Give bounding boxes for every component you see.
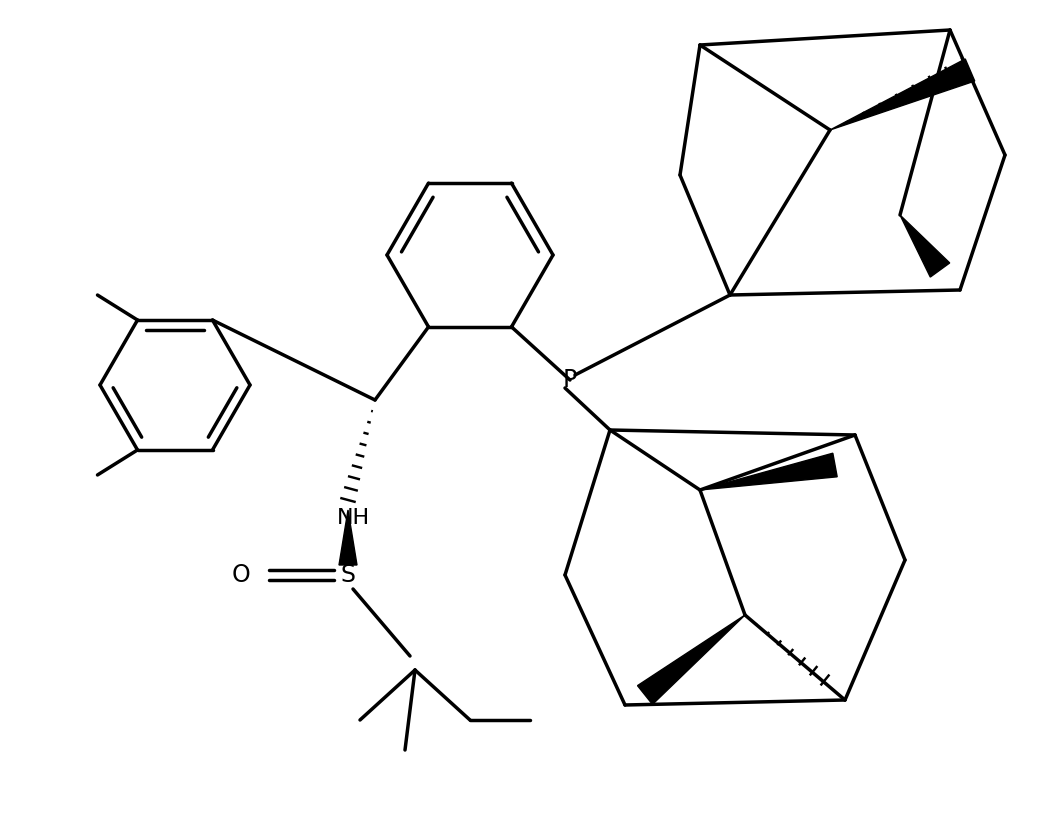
Text: NH: NH: [336, 508, 370, 528]
Polygon shape: [339, 510, 357, 565]
Text: P: P: [563, 368, 577, 392]
Polygon shape: [830, 59, 975, 130]
Polygon shape: [638, 615, 745, 705]
Text: O: O: [232, 563, 251, 587]
Polygon shape: [699, 453, 837, 490]
Text: S: S: [340, 563, 356, 587]
Polygon shape: [900, 215, 950, 277]
